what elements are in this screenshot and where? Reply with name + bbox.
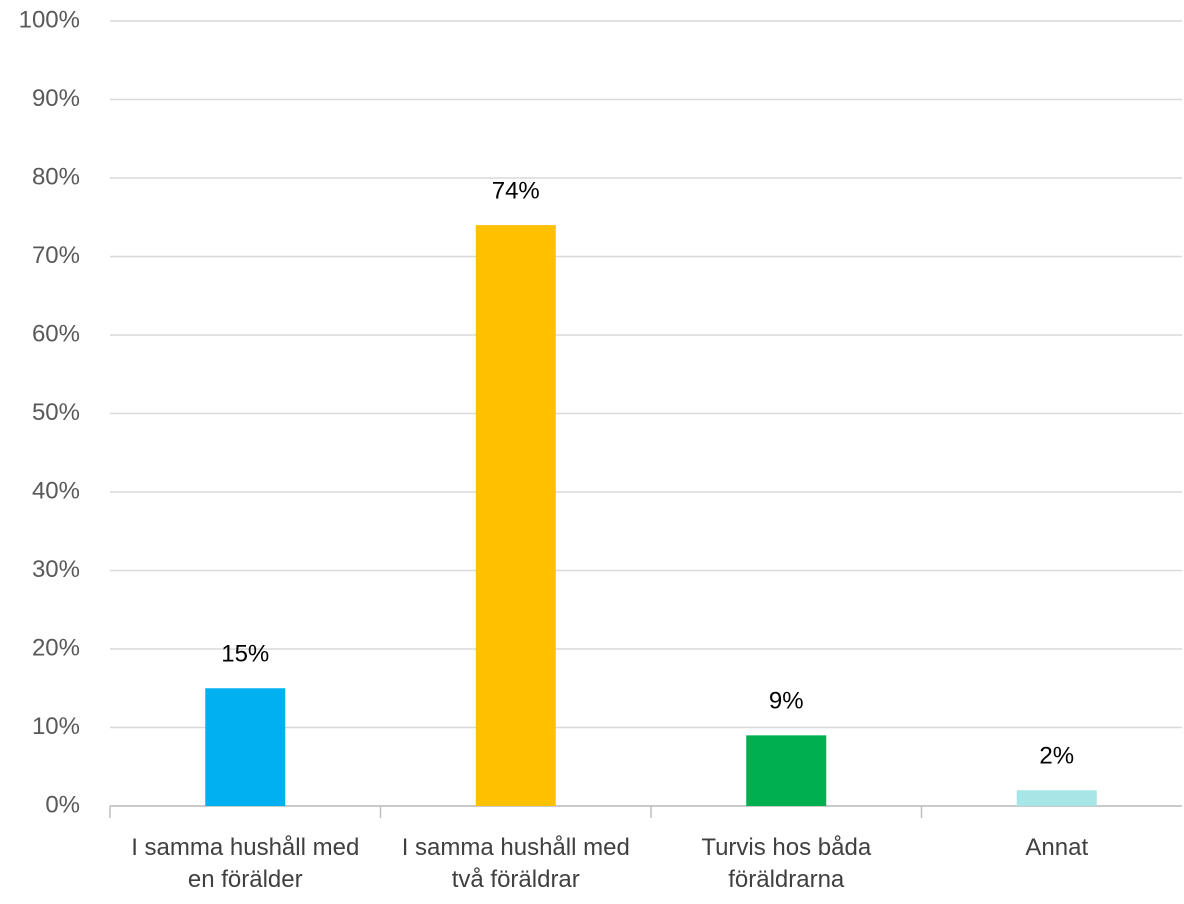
bar bbox=[746, 735, 827, 806]
y-tick-label: 90% bbox=[32, 85, 80, 112]
y-tick-label: 60% bbox=[32, 320, 80, 347]
y-tick-label: 10% bbox=[32, 713, 80, 740]
y-tick-label: 50% bbox=[32, 399, 80, 426]
y-tick-label: 70% bbox=[32, 242, 80, 269]
x-tick-label: I samma hushåll med två föräldrar bbox=[401, 834, 630, 893]
y-tick-label: 20% bbox=[32, 634, 80, 661]
y-tick-label: 40% bbox=[32, 477, 80, 504]
y-tick-label: 80% bbox=[32, 163, 80, 190]
x-tick-label: Annat bbox=[1025, 834, 1089, 861]
y-tick-label: 30% bbox=[32, 556, 80, 583]
bar bbox=[205, 688, 286, 806]
data-label: 15% bbox=[221, 641, 269, 668]
x-tick-label: Turvis hos båda föräldrarna bbox=[701, 834, 872, 893]
bar bbox=[475, 225, 556, 807]
y-tick-label: 0% bbox=[45, 791, 80, 818]
bar bbox=[1016, 790, 1097, 806]
y-tick-label: 100% bbox=[19, 6, 80, 33]
data-label: 74% bbox=[492, 177, 540, 204]
data-label: 2% bbox=[1039, 743, 1074, 770]
x-tick-label: I samma hushåll med en förälder bbox=[131, 834, 360, 893]
data-label: 9% bbox=[769, 688, 804, 715]
